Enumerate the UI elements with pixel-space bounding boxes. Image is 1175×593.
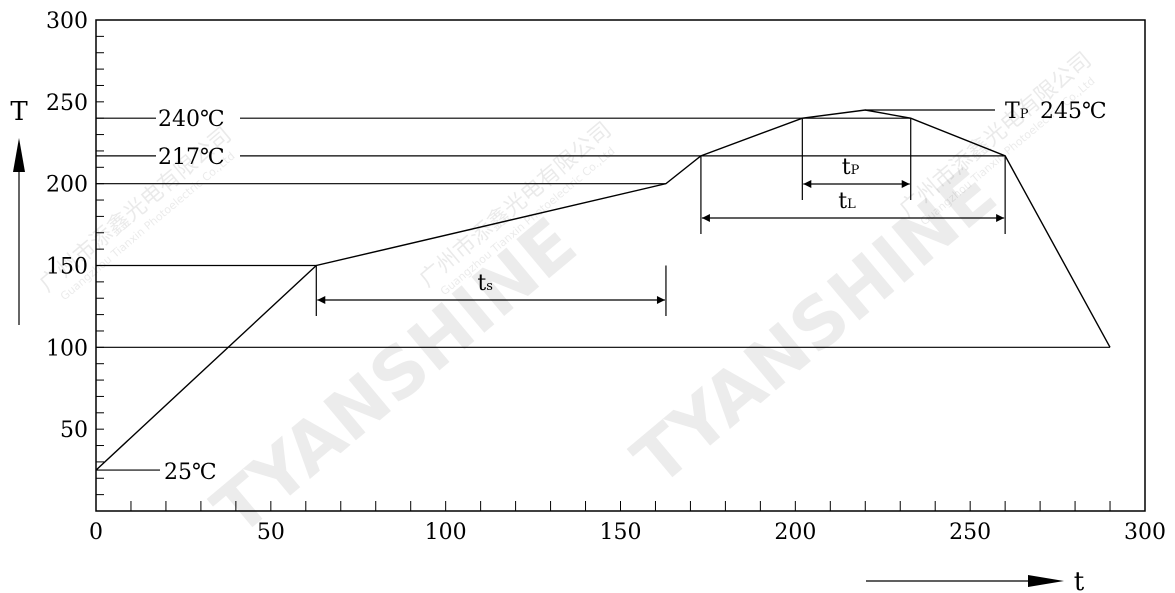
interval-label: ts xyxy=(477,271,493,296)
tick-labels: 0 50 100 150 200 250 300 50 100 150 200 250 300 xyxy=(46,9,1166,545)
interval-markers: ts tP tL xyxy=(315,118,1006,316)
x-tick-label: 200 xyxy=(774,520,816,545)
y-axis-label: T xyxy=(10,97,28,127)
y-tick-label: 150 xyxy=(46,255,88,280)
x-tick-label: 250 xyxy=(949,520,991,545)
x-tick-label: 50 xyxy=(257,520,285,545)
x-axis-label: t xyxy=(1074,567,1085,593)
watermark-brand: TYANSHINE xyxy=(197,202,591,551)
x-tick-label: 300 xyxy=(1124,520,1166,545)
peak-symbol-label: TP xyxy=(1005,99,1029,124)
start-temperature-label: 25℃ xyxy=(164,460,217,485)
x-axis-arrow-head xyxy=(1028,575,1064,587)
minor-ticks xyxy=(96,35,1111,511)
x-tick-label: 150 xyxy=(600,520,642,545)
reference-line-label: 240℃ xyxy=(158,107,225,132)
y-tick-label: 200 xyxy=(46,173,88,198)
y-tick-label: 250 xyxy=(46,91,88,116)
axis-labels: Tt xyxy=(10,97,1084,593)
interval-label: tL xyxy=(838,189,856,214)
interval-label: tP xyxy=(842,155,860,180)
reference-line-label: 217℃ xyxy=(158,145,225,170)
y-axis-arrow-head xyxy=(13,138,25,172)
x-tick-label: 100 xyxy=(425,520,467,545)
y-tick-label: 300 xyxy=(46,9,88,34)
reference-lines: 217℃ 240℃ 25℃ xyxy=(96,107,1111,485)
y-tick-label: 100 xyxy=(46,336,88,361)
x-tick-label: 0 xyxy=(89,520,103,545)
watermark-company-en: Guangzhou Tianxin Photoelectric Co.,Ltd xyxy=(918,75,1097,229)
peak-temperature-label: 245℃ xyxy=(1040,99,1107,124)
y-tick-label: 50 xyxy=(60,418,88,443)
